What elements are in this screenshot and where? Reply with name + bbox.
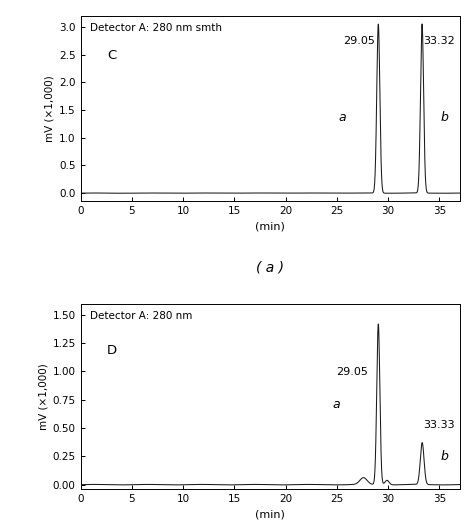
- Y-axis label: mV (×1,000): mV (×1,000): [45, 75, 55, 142]
- Text: D: D: [107, 345, 117, 357]
- Text: Detector A: 280 nm smth: Detector A: 280 nm smth: [90, 23, 222, 33]
- Text: b: b: [440, 450, 448, 463]
- Text: ( a ): ( a ): [256, 261, 284, 275]
- Text: b: b: [440, 111, 448, 124]
- X-axis label: (min): (min): [255, 510, 285, 520]
- Text: a: a: [333, 398, 341, 411]
- Text: 33.33: 33.33: [423, 420, 455, 430]
- Text: C: C: [107, 49, 117, 62]
- Text: 29.05: 29.05: [336, 367, 368, 377]
- X-axis label: (min): (min): [255, 222, 285, 232]
- Text: 33.32: 33.32: [423, 36, 455, 46]
- Text: 29.05: 29.05: [343, 36, 375, 46]
- Text: a: a: [338, 111, 346, 124]
- Text: Detector A: 280 nm: Detector A: 280 nm: [90, 311, 192, 321]
- Y-axis label: mV (×1,000): mV (×1,000): [38, 363, 48, 430]
